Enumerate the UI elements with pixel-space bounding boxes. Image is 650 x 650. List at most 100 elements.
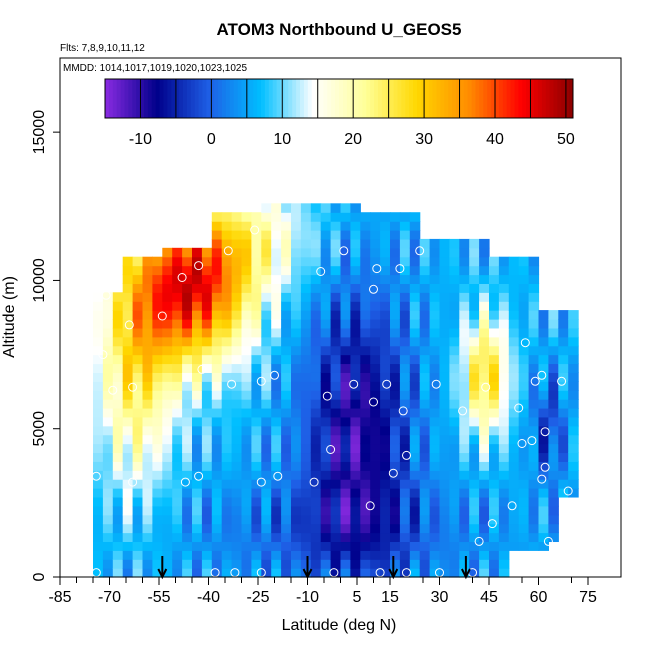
heatmap-cell — [221, 292, 233, 302]
heatmap-cell — [300, 238, 312, 249]
heatmap-cell — [508, 318, 520, 329]
colorbar-segment — [428, 79, 434, 118]
heatmap-cell — [93, 443, 104, 454]
heatmap-cell — [231, 265, 243, 276]
colorbar-tick-label: 30 — [415, 131, 433, 148]
heatmap-cell — [152, 541, 163, 551]
heatmap-cell — [479, 488, 490, 498]
heatmap-cell — [310, 479, 322, 489]
heatmap-cell — [172, 479, 183, 489]
heatmap-cell — [241, 327, 252, 338]
heatmap-cell — [281, 470, 292, 480]
heatmap-cell — [449, 247, 460, 258]
heatmap-cell — [172, 541, 183, 551]
heatmap-cell — [211, 452, 223, 462]
heatmap-cell — [350, 301, 361, 311]
heatmap-cell — [300, 523, 312, 534]
observation-point — [517, 439, 527, 448]
heatmap-cell — [330, 559, 342, 569]
heatmap-cell — [201, 479, 213, 489]
heatmap-cell — [102, 532, 114, 543]
heatmap-cell — [122, 523, 134, 534]
heatmap-cell — [93, 488, 104, 498]
heatmap-cell — [409, 470, 421, 480]
colorbar-segment — [432, 79, 437, 118]
heatmap-cell — [300, 265, 312, 276]
heatmap-cell — [261, 212, 272, 222]
heatmap-cell — [261, 488, 272, 498]
heatmap-cell — [528, 523, 540, 534]
heatmap-cell — [469, 505, 480, 516]
heatmap-cell — [300, 283, 312, 293]
heatmap-cell — [568, 318, 579, 329]
heatmap-cell — [261, 568, 272, 578]
heatmap-cell — [93, 496, 104, 507]
heatmap-cell — [390, 496, 401, 507]
heatmap-cell — [508, 505, 520, 516]
heatmap-cell — [350, 292, 361, 302]
heatmap-cell — [132, 452, 144, 462]
colorbar-segment — [483, 79, 488, 118]
heatmap-cell — [350, 461, 361, 471]
heatmap-cell — [350, 265, 361, 276]
heatmap-cell — [152, 399, 163, 409]
heatmap-cell — [291, 434, 302, 445]
heatmap-cell — [182, 452, 193, 462]
colorbar-segment — [463, 79, 469, 118]
heatmap-cell — [251, 479, 262, 489]
heatmap-cell — [558, 390, 569, 400]
heatmap-cell — [380, 399, 391, 409]
heatmap-cell — [340, 443, 351, 454]
heatmap-cell — [548, 399, 559, 409]
heatmap-cell — [192, 390, 203, 400]
heatmap-cell — [380, 523, 391, 534]
heatmap-cell — [310, 434, 322, 445]
heatmap-cell — [330, 550, 342, 560]
observation-point — [316, 267, 326, 276]
observation-point — [128, 477, 138, 487]
heatmap-cell — [429, 550, 441, 560]
heatmap-cell — [152, 568, 163, 578]
heatmap-cell — [241, 523, 252, 534]
heatmap-cell — [231, 292, 243, 302]
heatmap-cell — [192, 283, 203, 293]
heatmap-cell — [231, 550, 243, 560]
heatmap-cell — [508, 390, 520, 400]
heatmap-cell — [291, 318, 302, 329]
heatmap-cell — [330, 230, 342, 240]
heatmap-cell — [350, 390, 361, 400]
heatmap-cell — [241, 550, 252, 560]
heatmap-cell — [201, 265, 213, 276]
heatmap-cell — [152, 532, 163, 543]
heatmap-cell — [201, 559, 213, 569]
heatmap-cell — [261, 336, 272, 347]
heatmap-cell — [419, 559, 431, 569]
colorbar-segment — [565, 79, 570, 118]
heatmap-cell — [469, 265, 480, 276]
heatmap-cell — [360, 461, 371, 471]
heatmap-cell — [390, 327, 401, 338]
heatmap-cell — [538, 318, 549, 329]
colorbar-segment — [272, 79, 278, 118]
colorbar-segment — [253, 79, 258, 118]
heatmap-cell — [518, 488, 530, 498]
heatmap-cell — [281, 390, 292, 400]
heatmap-cell — [201, 390, 213, 400]
heatmap-cell — [291, 327, 302, 338]
heatmap-cell — [380, 318, 391, 329]
heatmap-cell — [132, 470, 144, 480]
heatmap-cell — [142, 345, 153, 356]
heatmap-cell — [469, 479, 480, 489]
heatmap-cell — [528, 416, 540, 427]
heatmap-cell — [102, 292, 114, 302]
heatmap-cell — [281, 301, 292, 311]
heatmap-cell — [231, 238, 243, 249]
heatmap-cell — [568, 310, 579, 320]
heatmap-cell — [112, 505, 124, 516]
heatmap-cell — [489, 363, 500, 373]
heatmap-cell — [152, 514, 163, 525]
heatmap-cell — [281, 523, 292, 534]
heatmap-cell — [409, 514, 421, 525]
heatmap-cell — [558, 416, 569, 427]
heatmap-cell — [162, 416, 173, 427]
